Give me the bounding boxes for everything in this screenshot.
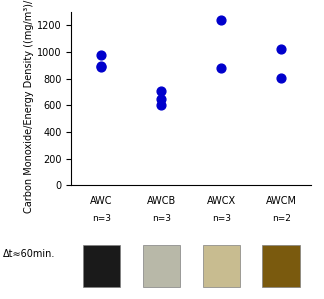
Text: AWCM: AWCM bbox=[266, 196, 296, 206]
Point bbox=[278, 76, 284, 80]
Text: n=3: n=3 bbox=[92, 214, 111, 223]
Point bbox=[218, 65, 224, 70]
Point bbox=[158, 96, 164, 101]
Point bbox=[278, 47, 284, 52]
Text: AWC: AWC bbox=[90, 196, 112, 206]
Point bbox=[98, 64, 104, 68]
Point bbox=[158, 88, 164, 93]
Text: n=3: n=3 bbox=[152, 214, 171, 223]
Text: AWCB: AWCB bbox=[146, 196, 176, 206]
Point bbox=[158, 103, 164, 108]
Text: Δt≈60min.: Δt≈60min. bbox=[3, 249, 56, 259]
Text: AWCX: AWCX bbox=[207, 196, 236, 206]
Point bbox=[98, 52, 104, 57]
Point bbox=[218, 18, 224, 22]
Text: n=2: n=2 bbox=[272, 214, 291, 223]
Y-axis label: Carbon Monoxide/Energy Density ((mg/m³)/MJ): Carbon Monoxide/Energy Density ((mg/m³)/… bbox=[24, 0, 34, 213]
Text: n=3: n=3 bbox=[212, 214, 231, 223]
Point bbox=[98, 65, 104, 70]
